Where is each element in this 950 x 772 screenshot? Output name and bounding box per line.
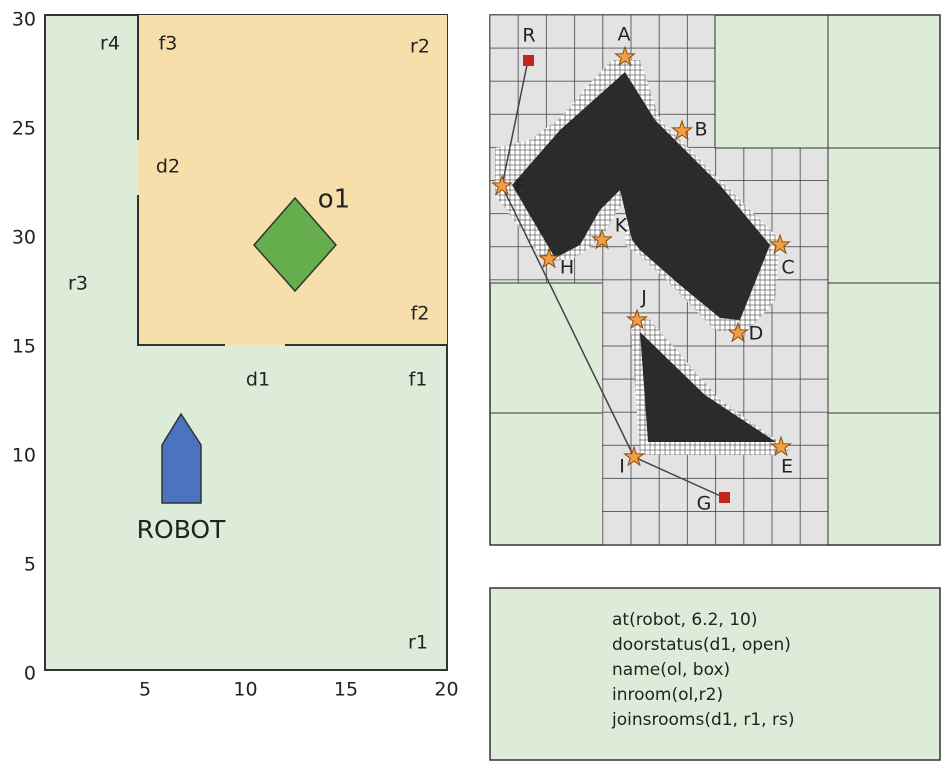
y-axis-label: 15 — [12, 336, 36, 358]
point-label: I — [619, 456, 625, 478]
point-label: C — [781, 257, 794, 279]
fact-line: inroom(ol,r2) — [612, 685, 723, 705]
point-label: A — [618, 24, 631, 46]
facts-box: at(robot, 6.2, 10) doorstatus(d1, open) na… — [489, 587, 941, 761]
floor-label: f2 — [411, 303, 430, 325]
x-axis-label: 5 — [139, 679, 151, 701]
robot-label: ROBOT — [137, 515, 226, 544]
fact-line: doorstatus(d1, open) — [612, 635, 791, 655]
room-map: 30 25 30 15 10 5 0 5 10 15 20 r4 f3 r2 d2 o1 r3 f… — [12, 9, 459, 701]
y-axis-label: 25 — [12, 118, 36, 140]
room-label: r3 — [68, 273, 88, 295]
point-label: F — [515, 176, 526, 198]
point-label: J — [640, 287, 647, 309]
point-label: D — [749, 323, 764, 345]
robot-shape — [161, 412, 202, 504]
x-axis-label: 20 — [434, 679, 458, 701]
object-o1 — [253, 196, 337, 293]
object-label: o1 — [318, 185, 350, 215]
fact-line: name(ol, box) — [612, 660, 730, 680]
fact-line: at(robot, 6.2, 10) — [612, 610, 758, 630]
floor-label: f3 — [159, 33, 178, 55]
grid-map: R A B F K H C J D E I G — [489, 14, 941, 546]
point-label: R — [522, 25, 535, 47]
point-label: K — [615, 215, 628, 237]
door-label: d2 — [156, 156, 180, 178]
room-label: r2 — [410, 36, 430, 58]
y-axis-label: 10 — [12, 445, 36, 467]
point-label: H — [560, 257, 574, 279]
x-axis-label: 10 — [233, 679, 257, 701]
point-label: G — [697, 493, 712, 515]
floor-label: f1 — [409, 369, 428, 391]
fact-line: joinsrooms(d1, r1, rs) — [611, 710, 794, 730]
y-axis-label: 5 — [24, 554, 36, 576]
x-axis-label: 15 — [334, 679, 358, 701]
room-label: r4 — [100, 33, 120, 55]
y-axis-label: 30 — [12, 9, 36, 31]
door-label: d1 — [246, 369, 270, 391]
y-axis-label: 30 — [12, 227, 36, 249]
point-label: E — [781, 456, 793, 478]
y-axis-label: 0 — [24, 663, 36, 685]
point-label: B — [694, 119, 707, 141]
room-label: r1 — [408, 632, 428, 654]
